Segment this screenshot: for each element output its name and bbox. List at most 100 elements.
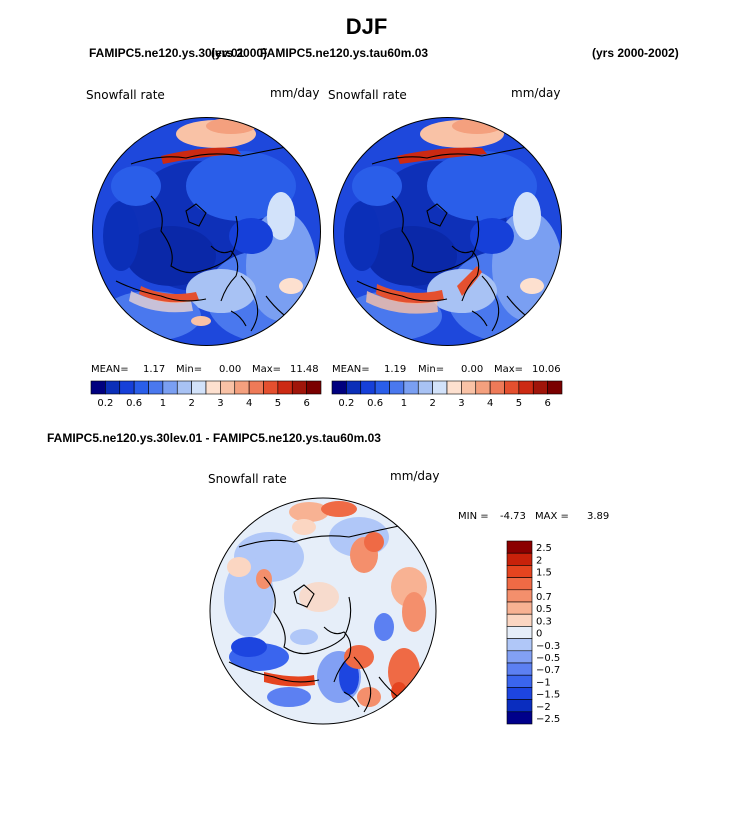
colorbar-left-tick-label: 0.2	[97, 398, 113, 409]
colorbar-right-swatch	[374, 380, 390, 395]
colorbar-diff-tick-label: 2	[536, 555, 542, 566]
colorbar-diff-tick-label: 1	[536, 580, 542, 591]
colorbar-right-tick-label: 1	[401, 398, 407, 409]
colorbar-diff-tick-label: 0.5	[536, 604, 552, 615]
colorbar-diff-tick-label: −0.3	[536, 641, 560, 652]
colorbar-right-tick-label: 2	[429, 398, 435, 409]
colorbar-diff-swatch	[506, 626, 533, 639]
colorbar-right-tick-label: 0.6	[367, 398, 383, 409]
colorbar-left-tick-label: 4	[246, 398, 252, 409]
colorbar-left-swatch	[306, 380, 322, 395]
colorbar-left-tick-label: 3	[217, 398, 223, 409]
diff-min-value: -4.73	[500, 511, 526, 522]
colorbar-diff-tick-label: 1.5	[536, 568, 552, 579]
colorbar-diff-tick-label: 0	[536, 629, 542, 640]
left-min-value: 0.00	[219, 364, 242, 375]
colorbar-right-swatch	[360, 380, 376, 395]
map-right	[333, 117, 562, 346]
colorbar-diff-tick-label: −0.7	[536, 665, 560, 676]
colorbar-left-swatch	[176, 380, 192, 395]
colorbar-right-swatch	[446, 380, 462, 395]
colorbar-diff-swatch	[506, 613, 533, 627]
colorbar-left-swatch	[234, 380, 250, 395]
left-mean-value: 1.17	[143, 364, 166, 375]
colorbar-left-swatch	[263, 380, 279, 395]
colorbar-diff-tick-label: −1	[536, 677, 551, 688]
colorbar-diff-tick-label: 0.7	[536, 592, 552, 603]
colorbar-diff-swatch	[506, 687, 533, 700]
right-min-value: 0.00	[461, 364, 484, 375]
map-diff	[209, 497, 437, 725]
left-max-label: Max=	[252, 364, 282, 375]
left-variable-label: Snowfall rate	[86, 88, 165, 102]
colorbar-right-swatch	[432, 380, 448, 395]
colorbar-diff-swatch	[506, 638, 533, 652]
colorbar-diff-tick-label: −2.5	[536, 714, 560, 725]
colorbar-right-tick-label: 0.2	[338, 398, 354, 409]
colorbar-diff-swatch	[506, 565, 533, 578]
colorbar-left-swatch	[133, 380, 149, 395]
case-b-years: (yrs 2000-2002)	[592, 46, 679, 60]
colorbar-left-swatch	[90, 380, 106, 395]
colorbar-right-swatch	[475, 380, 491, 395]
colorbar-diff-swatch	[506, 552, 533, 566]
right-min-label: Min=	[418, 364, 445, 375]
colorbar-left-swatch	[162, 380, 178, 395]
page-title: DJF	[345, 14, 388, 39]
colorbar-right-tick-label: 6	[544, 398, 550, 409]
diff-variable-label: Snowfall rate	[208, 472, 287, 486]
colorbar-left-tick-label: 6	[303, 398, 309, 409]
colorbar-diff-swatch	[506, 662, 533, 676]
case-a-label: FAMIPC5.ne120.ys.30lev.01	[89, 46, 245, 60]
left-mean-label: MEAN=	[91, 364, 129, 375]
colorbar-left: 0.2 0.6 1 2 3 4 5 6	[90, 380, 322, 409]
colorbar-right-swatch	[504, 380, 520, 395]
case-b-label: FAMIPC5.ne120.ys.tau60m.03	[260, 46, 429, 60]
colorbar-diff-swatch	[506, 650, 533, 664]
colorbar-right-swatch	[489, 380, 505, 395]
colorbar-left-swatch	[220, 380, 236, 395]
colorbar-diff-swatch	[506, 589, 533, 603]
right-mean-label: MEAN=	[332, 364, 370, 375]
right-max-value: 10.06	[532, 364, 561, 375]
colorbar-diff-swatch	[506, 577, 533, 591]
colorbar-left-swatch	[119, 380, 135, 395]
colorbar-left-swatch	[248, 380, 264, 395]
right-units-label: mm/day	[511, 86, 561, 100]
colorbar-diff-swatch	[506, 711, 533, 725]
colorbar-left-swatch	[277, 380, 293, 395]
colorbar-diff-tick-label: 0.3	[536, 616, 552, 627]
colorbar-left-tick-label: 5	[275, 398, 281, 409]
diff-max-value: 3.89	[587, 511, 610, 522]
colorbar-diff-swatch	[506, 601, 533, 615]
colorbar-left-swatch	[291, 380, 307, 395]
left-units-label: mm/day	[270, 86, 320, 100]
left-min-label: Min=	[176, 364, 203, 375]
colorbar-diff: 2.52 1.510.70.50.3 0−0.3−0.5−0.7−1 −1.5−2−2…	[506, 540, 560, 725]
right-mean-value: 1.19	[384, 364, 407, 375]
diff-min-label: MIN =	[458, 511, 489, 522]
diff-units-label: mm/day	[390, 469, 440, 483]
colorbar-right-tick-label: 4	[487, 398, 493, 409]
colorbar-left-swatch	[205, 380, 221, 395]
map-left	[92, 117, 321, 346]
colorbar-right-tick-label: 3	[458, 398, 464, 409]
colorbar-right: 0.2 0.6 1 2 3 4 5 6	[331, 380, 563, 409]
right-variable-label: Snowfall rate	[328, 88, 407, 102]
colorbar-right-swatch	[403, 380, 419, 395]
colorbar-left-tick-label: 0.6	[126, 398, 142, 409]
colorbar-right-swatch	[461, 380, 477, 395]
colorbar-right-swatch	[331, 380, 347, 395]
colorbar-left-tick-label: 1	[160, 398, 166, 409]
colorbar-diff-tick-label: 2.5	[536, 543, 552, 554]
colorbar-right-swatch	[532, 380, 548, 395]
colorbar-diff-swatch	[506, 699, 533, 713]
colorbar-right-swatch	[346, 380, 362, 395]
case-a-years: (yrs 2000)	[211, 46, 268, 60]
colorbar-diff-tick-label: −1.5	[536, 690, 560, 701]
colorbar-diff-swatch	[506, 540, 533, 554]
colorbar-diff-tick-label: −2	[536, 702, 551, 713]
right-max-label: Max=	[494, 364, 524, 375]
colorbar-diff-tick-label: −0.5	[536, 653, 560, 664]
colorbar-right-swatch	[389, 380, 405, 395]
